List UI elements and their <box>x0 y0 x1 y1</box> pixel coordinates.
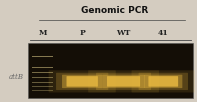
Text: P: P <box>79 29 85 37</box>
FancyBboxPatch shape <box>138 73 188 90</box>
Text: Genomic PCR: Genomic PCR <box>81 6 148 15</box>
FancyBboxPatch shape <box>49 70 116 93</box>
Text: M: M <box>38 29 47 37</box>
FancyBboxPatch shape <box>56 73 108 90</box>
FancyBboxPatch shape <box>88 70 159 93</box>
FancyBboxPatch shape <box>96 73 151 90</box>
Bar <box>32 82 53 83</box>
Bar <box>28 43 193 98</box>
Bar <box>32 90 53 91</box>
FancyBboxPatch shape <box>148 76 178 87</box>
FancyBboxPatch shape <box>132 70 195 93</box>
FancyBboxPatch shape <box>62 75 102 88</box>
Bar <box>32 56 53 57</box>
Bar <box>32 77 53 78</box>
Bar <box>32 86 53 87</box>
FancyBboxPatch shape <box>67 76 98 87</box>
Text: 41: 41 <box>158 29 169 37</box>
FancyBboxPatch shape <box>144 75 182 88</box>
FancyBboxPatch shape <box>107 76 140 87</box>
Text: attB: attB <box>9 73 24 81</box>
Bar <box>32 67 53 68</box>
Bar <box>32 72 53 73</box>
FancyBboxPatch shape <box>102 75 145 88</box>
Text: WT: WT <box>116 29 131 37</box>
